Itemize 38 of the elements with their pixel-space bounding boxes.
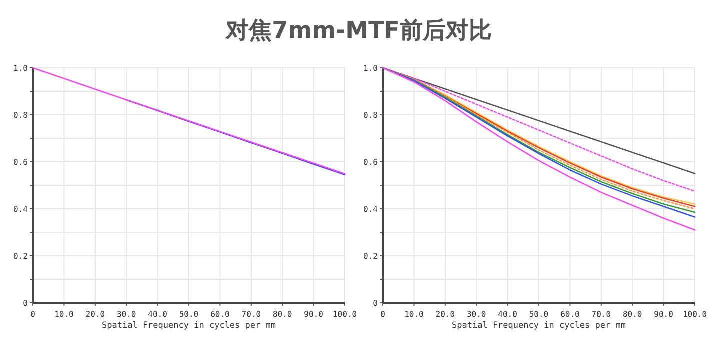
x-tick-label: 100.0 bbox=[682, 310, 708, 319]
x-tick-label: 70.0 bbox=[242, 310, 262, 319]
x-tick-label: 0 bbox=[380, 310, 386, 319]
y-tick-label: 0.8 bbox=[364, 111, 378, 120]
x-tick-label: 80.0 bbox=[272, 310, 292, 319]
x-tick-label: 0 bbox=[30, 310, 36, 319]
y-tick-label: 0 bbox=[373, 299, 378, 308]
x-tick-label: 90.0 bbox=[654, 310, 674, 319]
x-tick-label: 100.0 bbox=[332, 310, 358, 319]
x-tick-label: 60.0 bbox=[210, 310, 230, 319]
x-tick-label: 90.0 bbox=[304, 310, 324, 319]
y-tick-label: 0.4 bbox=[364, 205, 378, 214]
y-tick-label: 1.0 bbox=[364, 64, 378, 73]
x-tick-label: 40.0 bbox=[498, 310, 518, 319]
x-tick-label: 30.0 bbox=[116, 310, 136, 319]
y-tick-label: 1.0 bbox=[14, 64, 28, 73]
y-tick-label: 0.4 bbox=[14, 205, 28, 214]
y-tick-label: 0 bbox=[23, 299, 28, 308]
x-tick-label: 10.0 bbox=[54, 310, 74, 319]
x-tick-label: 10.0 bbox=[404, 310, 424, 319]
x-tick-label: 50.0 bbox=[179, 310, 199, 319]
x-axis-title: Spatial Frequency in cycles per mm bbox=[452, 321, 626, 331]
x-axis-title: Spatial Frequency in cycles per mm bbox=[102, 321, 276, 331]
line-series bbox=[126, 100, 346, 176]
y-tick-label: 0.6 bbox=[364, 158, 378, 167]
x-tick-label: 40.0 bbox=[148, 310, 168, 319]
x-tick-label: 20.0 bbox=[436, 310, 456, 319]
x-tick-label: 20.0 bbox=[86, 310, 106, 319]
y-tick-label: 0.8 bbox=[14, 111, 28, 120]
y-tick-label: 0.2 bbox=[14, 252, 28, 261]
x-tick-label: 80.0 bbox=[622, 310, 642, 319]
y-tick-label: 0.6 bbox=[14, 158, 28, 167]
x-tick-label: 70.0 bbox=[592, 310, 612, 319]
chart-title: 对焦7mm-MTF前后对比 bbox=[225, 18, 492, 44]
y-tick-label: 0.2 bbox=[364, 252, 378, 261]
x-tick-label: 60.0 bbox=[560, 310, 580, 319]
x-tick-label: 50.0 bbox=[529, 310, 549, 319]
x-tick-label: 30.0 bbox=[466, 310, 486, 319]
